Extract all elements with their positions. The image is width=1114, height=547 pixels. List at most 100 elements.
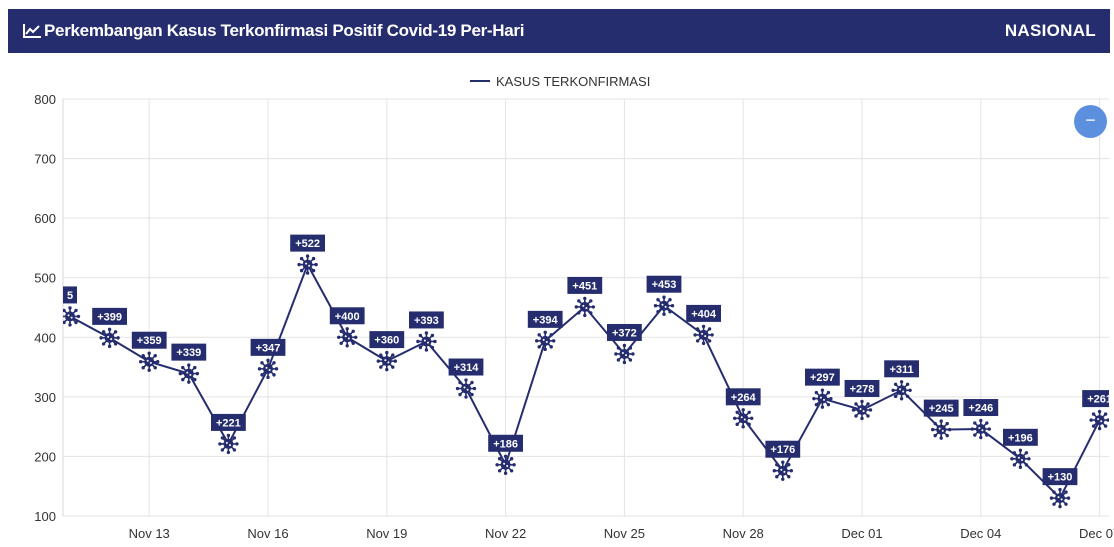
virus-icon [693,324,714,346]
zoom-out-button[interactable]: − [1074,105,1107,138]
data-label-box [329,307,365,325]
data-point: +264 [725,388,761,429]
virus-icon [891,380,912,401]
data-label: +186 [493,438,518,450]
data-label-box [963,399,999,417]
data-label: +221 [216,417,241,429]
x-tick-label: Nov 16 [247,526,288,541]
data-label-box [171,343,207,361]
virus-icon [733,408,754,429]
virus-icon [178,363,199,384]
data-label: +314 [454,362,480,374]
data-point: +176 [765,440,801,481]
data-label: +264 [731,392,757,404]
data-point: +221 [211,413,246,455]
data-point: +400 [329,307,365,348]
data-label-box [567,276,603,294]
data-point: +297 [805,368,840,409]
data-label: +130 [1048,472,1073,484]
data-point: +399 [92,307,127,349]
title-wrap: Perkembangan Kasus Terkonfirmasi Positif… [22,9,524,53]
x-tick-label: Dec 07 [1079,526,1114,541]
virus-icon [455,378,477,399]
plot-area: 5 +399 +359 +339 +221 +347 +522 +400 +360 +393 +31… [63,234,1112,509]
data-point: +314 [448,358,484,399]
data-label: +311 [890,364,914,376]
virus-icon [257,358,279,380]
virus-icon [614,343,635,365]
data-label: +399 [97,311,122,323]
data-point: +453 [646,275,682,316]
data-point: +451 [567,276,603,318]
data-label-box [369,331,405,349]
data-label: +347 [256,342,281,354]
data-label: +297 [810,372,835,384]
data-label: +176 [770,444,795,456]
data-label: +453 [652,279,677,291]
virus-icon [931,419,952,440]
data-point: +311 [884,360,919,401]
data-point: +404 [686,304,721,346]
data-label: +360 [374,335,399,347]
x-tick-label: Nov 25 [604,526,645,541]
data-label-box [527,310,563,328]
data-label: +400 [335,311,360,323]
data-label-box [923,399,959,417]
virus-icon [376,350,397,372]
virus-icon [337,327,358,348]
data-label: +245 [929,403,954,415]
data-point: +393 [409,311,444,352]
y-tick-label: 400 [34,330,56,345]
legend-label: KASUS TERKONFIRMASI [496,74,650,89]
data-label-box [646,275,682,293]
x-tick-label: Nov 13 [129,526,170,541]
data-label: +522 [295,238,320,250]
data-label-box [844,379,880,397]
data-label: +278 [850,383,875,395]
data-point: +130 [1042,468,1078,509]
data-point: +278 [844,379,880,421]
line-chart: 100 200 300 400 500 600 700 800 Nov 13 Nov 16 Nov … [34,74,1114,541]
x-tick-label: Dec 04 [960,526,1001,541]
y-tick-label: 800 [34,92,56,107]
page-title: Perkembangan Kasus Terkonfirmasi Positif… [44,21,525,40]
data-label-box [63,286,77,304]
data-label-box [725,388,761,406]
y-tick-label: 500 [34,271,56,286]
legend: KASUS TERKONFIRMASI [470,74,650,89]
data-label-box [131,331,167,349]
data-label: +394 [533,314,559,326]
data-label: +372 [612,327,637,339]
region-label: NASIONAL [1004,21,1096,40]
virus-icon [970,418,991,440]
data-point: +360 [369,331,405,372]
data-label: +404 [691,308,717,320]
data-label-box [884,360,919,378]
y-tick-label: 300 [34,390,56,405]
virus-icon [812,388,833,409]
x-tick-label: Dec 01 [841,526,882,541]
virus-icon [574,296,595,318]
data-label-box [1042,468,1078,486]
y-tick-label: 600 [34,211,56,226]
data-label: +261 [1087,394,1112,406]
data-label: +339 [176,347,201,359]
virus-icon [653,295,675,316]
data-label-box [1082,390,1109,408]
virus-icon [99,327,120,349]
virus-icon [495,454,516,475]
data-label-box [686,304,721,322]
data-label: +451 [572,280,597,292]
data-label: +196 [1008,432,1033,444]
virus-icon [772,460,793,481]
data-point: +372 [607,323,642,365]
data-label-box [765,440,801,458]
data-point: +245 [923,399,959,440]
data-point: +246 [963,399,999,440]
data-label: +359 [137,335,162,347]
x-tick-label: Nov 22 [485,526,526,541]
data-label: +393 [414,315,439,327]
virus-icon [63,306,81,327]
y-tick-label: 700 [34,152,56,167]
data-point: +261 [1082,390,1112,431]
